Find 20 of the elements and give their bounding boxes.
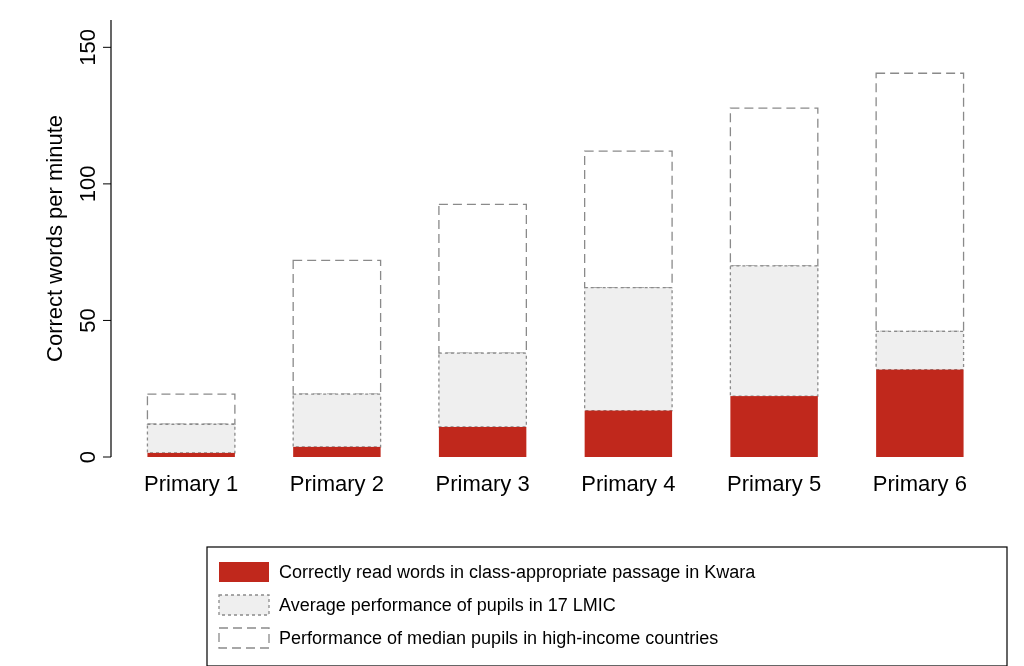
legend-label: Performance of median pupils in high-income countries <box>279 628 719 648</box>
legend-label: Correctly read words in class-appropriate passage in Kwara <box>279 562 757 582</box>
y-tick-label: 50 <box>75 308 100 333</box>
bar <box>730 396 818 457</box>
y-tick-label: 150 <box>75 28 100 66</box>
bar <box>584 410 673 457</box>
y-tick-label: 0 <box>75 450 100 464</box>
bar <box>876 369 964 457</box>
x-tick-label: Primary 4 <box>581 471 676 496</box>
bar <box>293 446 381 457</box>
bar <box>438 426 527 457</box>
x-tick-label: Primary 6 <box>872 471 967 496</box>
x-tick-label: Primary 5 <box>727 471 822 496</box>
y-tick-label: 100 <box>75 165 100 203</box>
x-tick-label: Primary 3 <box>435 471 530 496</box>
bar <box>147 452 235 457</box>
x-tick-label: Primary 1 <box>144 471 239 496</box>
y-axis-title: Correct words per minute <box>42 115 67 362</box>
x-tick-label: Primary 2 <box>289 471 384 496</box>
legend-label: Average performance of pupils in 17 LMIC <box>279 595 616 615</box>
